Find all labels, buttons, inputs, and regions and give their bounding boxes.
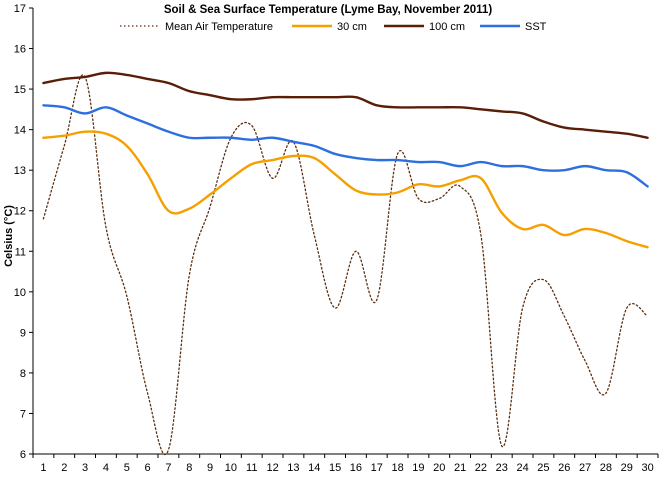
x-tick-label: 21 [454, 462, 466, 474]
x-tick-label: 17 [371, 462, 383, 474]
x-tick-label: 20 [433, 462, 445, 474]
x-tick-label: 5 [124, 462, 130, 474]
series-layer [42, 71, 649, 455]
x-tick-label: 10 [225, 462, 237, 474]
y-tick-label: 12 [14, 206, 26, 218]
x-tick-label: 28 [600, 462, 612, 474]
legend-label-3: 100 cm [429, 21, 465, 33]
x-tick-label: 27 [579, 462, 591, 474]
series-line-4 [42, 104, 649, 188]
x-tick-label: 3 [82, 462, 88, 474]
chart-title: Soil & Sea Surface Temperature (Lyme Bay… [164, 4, 492, 16]
legend-label-1: Mean Air Temperature [165, 21, 273, 33]
x-tick-label: 19 [412, 462, 424, 474]
x-tick-label: 11 [246, 462, 257, 474]
x-tick-label: 29 [621, 462, 633, 474]
x-tick-label: 6 [145, 462, 151, 474]
x-tick-label: 9 [207, 462, 213, 474]
y-axis-label: Celsius (°C) [3, 205, 15, 267]
y-tick-label: 16 [14, 44, 26, 56]
x-tick-label: 25 [537, 462, 549, 474]
x-tick-label: 8 [186, 462, 192, 474]
legend: Mean Air Temperature 30 cm 100 cm SST [120, 21, 547, 33]
series-line-1 [42, 74, 649, 455]
y-tick-label: 6 [20, 449, 26, 461]
y-tick-label: 17 [14, 3, 26, 15]
y-tick-label: 11 [15, 246, 26, 258]
x-tick-label: 26 [558, 462, 570, 474]
y-tick-label: 13 [14, 165, 26, 177]
x-tick-label: 13 [287, 462, 299, 474]
x-tick-label: 2 [61, 462, 67, 474]
x-tick-label: 16 [350, 462, 362, 474]
x-tick-label: 22 [475, 462, 487, 474]
legend-label-2: 30 cm [337, 21, 367, 33]
y-tick-label: 14 [14, 125, 26, 137]
y-tick-label: 8 [20, 368, 26, 380]
y-tick-label: 10 [14, 287, 26, 299]
x-tick-label: 24 [516, 462, 528, 474]
x-tick-label: 7 [165, 462, 171, 474]
series-line-2 [42, 130, 649, 249]
y-tick-label: 15 [14, 84, 26, 96]
x-tick-label: 1 [40, 462, 46, 474]
x-tick-label: 4 [103, 462, 109, 474]
y-tick-label: 7 [20, 408, 26, 420]
series-line-3 [42, 71, 649, 139]
legend-label-4: SST [525, 21, 547, 33]
x-tick-label: 15 [329, 462, 341, 474]
x-tick-label: 12 [266, 462, 278, 474]
x-tick-label: 14 [308, 462, 320, 474]
y-tick-label: 9 [20, 327, 26, 339]
x-tick-label: 30 [641, 462, 653, 474]
x-tick-label: 23 [496, 462, 508, 474]
x-tick-label: 18 [391, 462, 403, 474]
